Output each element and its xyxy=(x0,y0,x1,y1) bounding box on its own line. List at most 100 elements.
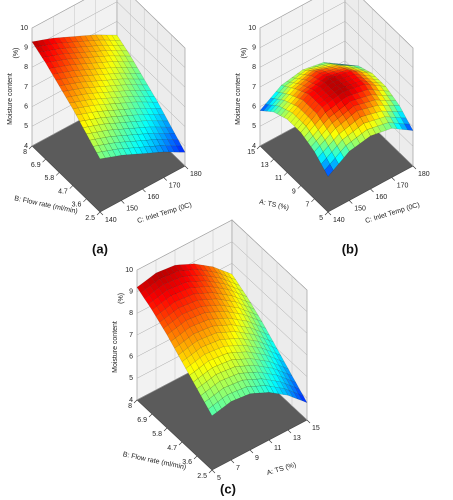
surface-cell xyxy=(346,64,356,66)
x-tick xyxy=(327,211,332,216)
surface-cell xyxy=(239,332,249,340)
z-tick-label: 6 xyxy=(24,104,28,111)
surface-cell xyxy=(264,360,274,369)
y-tick xyxy=(83,198,87,203)
surface-cell xyxy=(239,365,249,374)
surface-cell xyxy=(198,329,208,339)
surface-cell xyxy=(269,386,279,394)
surface-cell xyxy=(205,275,216,283)
x-tick-label: 180 xyxy=(190,171,202,178)
z-axis-title: Moisture content xyxy=(235,73,242,125)
y-tick xyxy=(55,172,60,176)
surface-cell xyxy=(349,65,359,67)
surface-cell xyxy=(238,288,248,298)
surface-cell xyxy=(172,278,182,287)
surface-cell xyxy=(321,128,331,141)
x-tick xyxy=(370,188,374,193)
surface-cell xyxy=(153,114,163,122)
surface-cell xyxy=(221,361,231,371)
x-tick xyxy=(142,188,146,193)
y-axis-title: B: Flow rate (ml/min) xyxy=(122,451,187,471)
surface-cell xyxy=(170,265,180,273)
x-tick xyxy=(163,177,167,181)
surface-cell xyxy=(45,44,55,51)
surface-cell xyxy=(343,76,353,82)
surface-cell xyxy=(221,273,231,283)
surface-cell xyxy=(224,279,235,288)
surface-cell xyxy=(288,390,298,400)
surface-cell xyxy=(283,111,293,120)
surface-cell xyxy=(290,116,300,127)
surface-cell xyxy=(266,349,276,359)
surface-cell xyxy=(330,63,340,66)
z-tick-label: 9 xyxy=(24,45,28,52)
surface-cell xyxy=(152,102,162,109)
z-tick-label: 4 xyxy=(129,397,133,404)
x-tick-label: 140 xyxy=(105,217,117,224)
surface-cell xyxy=(333,133,343,147)
y-tick-label: 5.8 xyxy=(44,175,54,182)
surface-cell xyxy=(155,270,165,279)
surface-cell xyxy=(115,103,125,111)
surface-cell xyxy=(96,151,106,160)
surface-cell xyxy=(246,386,256,394)
surface-cell xyxy=(175,291,185,301)
x-tick-label: 170 xyxy=(397,182,409,189)
surface-cell xyxy=(187,302,197,311)
x-tick-label: 11 xyxy=(274,445,281,452)
surface-cell xyxy=(127,115,137,123)
surface-cell xyxy=(129,108,139,116)
panel-label: (c) xyxy=(220,481,236,496)
z-tick-label: 7 xyxy=(24,84,28,91)
surface-cell xyxy=(86,132,96,141)
surface-cell xyxy=(190,316,200,326)
x-tick xyxy=(230,459,235,464)
z-axis-unit: (%) xyxy=(118,293,125,304)
x-tick-label: 170 xyxy=(169,182,181,189)
surface-cell xyxy=(192,300,202,309)
surface-cell xyxy=(151,272,161,283)
y-axis-title: A: TS (%) xyxy=(258,199,289,212)
surface-cell xyxy=(344,84,355,91)
surface-cell xyxy=(227,392,237,402)
surface-cell xyxy=(223,311,233,319)
surface-cell xyxy=(207,326,217,336)
surface-cell xyxy=(381,110,391,118)
surface-cell xyxy=(238,372,248,381)
surface-cell xyxy=(265,97,275,105)
surface-cell xyxy=(163,282,173,291)
surface-cell xyxy=(42,38,52,46)
surface-cell xyxy=(199,321,209,331)
surface-cell xyxy=(255,353,265,361)
surface-cell xyxy=(170,293,180,303)
surface-cell xyxy=(270,380,280,388)
surface-cell xyxy=(381,95,391,101)
surface-cell xyxy=(272,368,282,378)
surface-cell xyxy=(286,373,297,383)
surface-chart: 4 5 6 7 8 9 10 5 7 9 11 13 15 2.5 3.6 4.7 5.8 6.9 8 Moistur… xyxy=(112,219,320,496)
y-tick xyxy=(133,399,138,404)
x-tick xyxy=(211,469,216,474)
surface-cell xyxy=(52,54,62,62)
surface-cell xyxy=(224,338,234,347)
y-tick-label: 6.9 xyxy=(31,162,41,169)
surface-cell xyxy=(206,270,217,278)
y-tick xyxy=(96,211,101,216)
surface-cell xyxy=(170,337,180,349)
surface-cell xyxy=(285,103,295,112)
surface-cell xyxy=(176,283,186,292)
x-tick-label: 7 xyxy=(236,465,240,472)
y-tick-label: 3.6 xyxy=(72,202,82,209)
surface-cell xyxy=(217,325,227,333)
surface-cell xyxy=(251,322,261,332)
x-axis-title: C: Inlet Temp (0C) xyxy=(136,202,192,225)
surface-cell xyxy=(249,333,259,342)
surface-cell xyxy=(116,115,126,123)
surface-cell xyxy=(260,385,270,393)
surface-cell xyxy=(307,65,317,69)
surface-cell xyxy=(262,372,272,381)
surface-cell xyxy=(216,332,226,340)
y-tick-label: 4.7 xyxy=(58,188,68,195)
y-tick xyxy=(283,172,288,176)
y-tick-label: 8 xyxy=(23,149,27,156)
